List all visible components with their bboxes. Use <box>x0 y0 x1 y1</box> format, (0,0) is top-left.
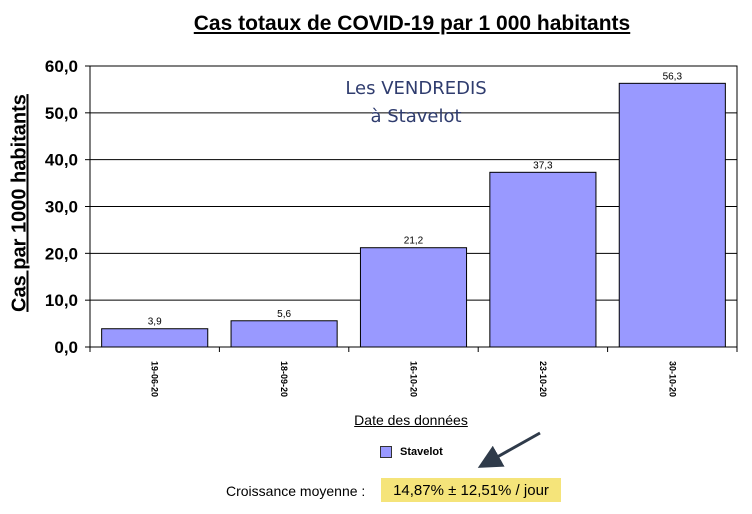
y-tick-label: 40,0 <box>45 151 78 170</box>
x-tick-label: 30-10-20 <box>667 361 677 397</box>
x-tick-label: 18-09-20 <box>279 361 289 397</box>
pointer-arrow <box>477 431 541 468</box>
chart-annotation: à Stavelot <box>370 106 461 127</box>
data-label: 3,9 <box>148 317 162 328</box>
data-label: 37,3 <box>533 160 553 171</box>
y-tick-label: 30,0 <box>45 198 78 217</box>
y-tick-label: 20,0 <box>45 244 78 263</box>
legend: Stavelot <box>380 446 443 458</box>
bar <box>618 82 726 348</box>
y-tick-label: 60,0 <box>45 57 78 76</box>
y-tick-label: 50,0 <box>45 104 78 123</box>
x-tick-label: 23-10-20 <box>538 361 548 397</box>
y-tick-label: 0,0 <box>54 338 78 357</box>
bar <box>230 320 338 348</box>
x-axis-title: Date des données <box>354 412 468 428</box>
legend-label: Stavelot <box>400 446 443 458</box>
data-label: 5,6 <box>277 309 291 320</box>
data-label: 21,2 <box>404 236 424 247</box>
legend-swatch <box>380 446 392 458</box>
chart-title: Cas totaux de COVID-19 par 1 000 habitan… <box>193 12 631 35</box>
y-tick-label: 10,0 <box>45 291 78 310</box>
growth-label: Croissance moyenne : <box>226 483 366 499</box>
bar <box>101 328 209 348</box>
chart-annotation: Les VENDREDIS <box>345 78 486 99</box>
bar <box>359 247 468 348</box>
growth-value: 14,87% ± 12,51% / jour <box>381 478 561 502</box>
x-tick-label: 19-06-20 <box>150 361 160 397</box>
bar <box>489 171 597 348</box>
x-tick-label: 16-10-20 <box>409 361 419 397</box>
data-label: 56,3 <box>663 71 683 82</box>
